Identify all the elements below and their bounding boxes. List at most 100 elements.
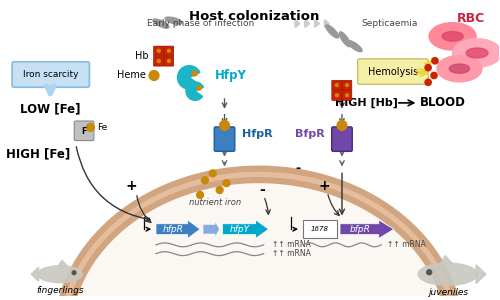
PathPatch shape xyxy=(53,166,465,300)
Text: +: + xyxy=(126,179,138,193)
Text: -: - xyxy=(296,162,300,175)
Polygon shape xyxy=(476,265,486,283)
Polygon shape xyxy=(340,220,394,238)
Ellipse shape xyxy=(450,64,469,73)
Ellipse shape xyxy=(326,25,338,38)
Polygon shape xyxy=(156,220,200,238)
Text: Hb: Hb xyxy=(134,51,148,61)
Ellipse shape xyxy=(442,32,463,41)
Text: ↑↑ mRNA: ↑↑ mRNA xyxy=(272,240,310,249)
Ellipse shape xyxy=(466,48,488,58)
Circle shape xyxy=(158,50,160,52)
Text: hfpY: hfpY xyxy=(230,225,250,234)
Text: bfpR: bfpR xyxy=(350,225,371,234)
FancyBboxPatch shape xyxy=(164,56,173,66)
Text: Iron scarcity: Iron scarcity xyxy=(22,70,78,79)
Ellipse shape xyxy=(348,40,362,52)
FancyBboxPatch shape xyxy=(154,56,164,66)
Text: Host colonization: Host colonization xyxy=(188,10,319,23)
Circle shape xyxy=(158,59,160,62)
FancyBboxPatch shape xyxy=(214,127,235,152)
Text: HIGH [Fe]: HIGH [Fe] xyxy=(6,147,70,160)
Text: ↑↑ mRNA: ↑↑ mRNA xyxy=(272,249,310,258)
FancyBboxPatch shape xyxy=(342,80,352,90)
Ellipse shape xyxy=(429,22,476,50)
Ellipse shape xyxy=(340,32,350,47)
Circle shape xyxy=(202,177,208,184)
Text: Fe: Fe xyxy=(98,123,108,132)
Circle shape xyxy=(346,94,348,97)
PathPatch shape xyxy=(71,183,446,300)
Polygon shape xyxy=(222,220,268,238)
Circle shape xyxy=(210,170,216,177)
Circle shape xyxy=(426,270,432,275)
Circle shape xyxy=(336,84,338,86)
Circle shape xyxy=(86,124,94,131)
Text: LOW [Fe]: LOW [Fe] xyxy=(20,102,80,115)
Polygon shape xyxy=(58,260,68,266)
Polygon shape xyxy=(203,221,220,238)
Circle shape xyxy=(425,64,432,71)
FancyArrow shape xyxy=(324,20,330,27)
Text: HfpR: HfpR xyxy=(242,129,273,139)
FancyArrow shape xyxy=(305,20,310,27)
Ellipse shape xyxy=(38,266,82,283)
FancyBboxPatch shape xyxy=(358,59,428,84)
Text: Hemolysis: Hemolysis xyxy=(368,67,418,76)
FancyBboxPatch shape xyxy=(164,46,173,56)
Circle shape xyxy=(168,59,170,62)
Ellipse shape xyxy=(437,56,482,82)
Polygon shape xyxy=(440,256,452,264)
FancyBboxPatch shape xyxy=(303,220,337,238)
FancyBboxPatch shape xyxy=(74,121,94,141)
Circle shape xyxy=(72,271,76,275)
Circle shape xyxy=(197,86,202,90)
Text: Early phase of infection: Early phase of infection xyxy=(146,19,254,28)
PathPatch shape xyxy=(60,172,458,300)
Ellipse shape xyxy=(153,19,169,28)
Text: Heme: Heme xyxy=(118,70,146,80)
Circle shape xyxy=(346,84,348,86)
Text: -: - xyxy=(259,183,264,197)
Text: BfpR: BfpR xyxy=(294,129,324,139)
Circle shape xyxy=(168,50,170,52)
Polygon shape xyxy=(31,267,38,281)
FancyArrow shape xyxy=(295,20,300,27)
Circle shape xyxy=(149,70,159,80)
Circle shape xyxy=(223,180,230,187)
Circle shape xyxy=(431,72,437,79)
FancyBboxPatch shape xyxy=(332,91,342,100)
Text: RBC: RBC xyxy=(457,12,486,25)
Text: juveniles: juveniles xyxy=(428,288,468,297)
Circle shape xyxy=(425,79,432,85)
Text: Septicaemia: Septicaemia xyxy=(362,19,418,28)
Ellipse shape xyxy=(165,17,182,24)
Wedge shape xyxy=(186,82,204,100)
FancyBboxPatch shape xyxy=(154,46,164,56)
Text: ↑↑ mRNA: ↑↑ mRNA xyxy=(387,240,426,249)
Circle shape xyxy=(337,121,347,130)
Text: fingerlings: fingerlings xyxy=(36,286,84,295)
Text: hfpR: hfpR xyxy=(162,225,183,234)
Text: BLOOD: BLOOD xyxy=(420,96,466,110)
Circle shape xyxy=(192,71,197,76)
Text: nutrient iron: nutrient iron xyxy=(188,198,241,207)
Ellipse shape xyxy=(418,263,478,285)
Circle shape xyxy=(196,191,203,198)
FancyBboxPatch shape xyxy=(12,62,90,87)
Circle shape xyxy=(336,94,338,97)
Circle shape xyxy=(220,121,230,130)
Text: F: F xyxy=(82,127,86,136)
Circle shape xyxy=(216,187,223,194)
Text: +: + xyxy=(318,179,330,193)
FancyBboxPatch shape xyxy=(332,80,342,90)
Wedge shape xyxy=(178,66,200,89)
Text: 1678: 1678 xyxy=(310,226,328,232)
Text: HIGH [Hb]: HIGH [Hb] xyxy=(335,98,398,108)
FancyArrow shape xyxy=(314,20,320,27)
Circle shape xyxy=(432,58,438,64)
FancyBboxPatch shape xyxy=(332,127,352,152)
Text: HfpY: HfpY xyxy=(214,69,246,82)
Ellipse shape xyxy=(452,39,500,67)
FancyBboxPatch shape xyxy=(342,91,352,100)
